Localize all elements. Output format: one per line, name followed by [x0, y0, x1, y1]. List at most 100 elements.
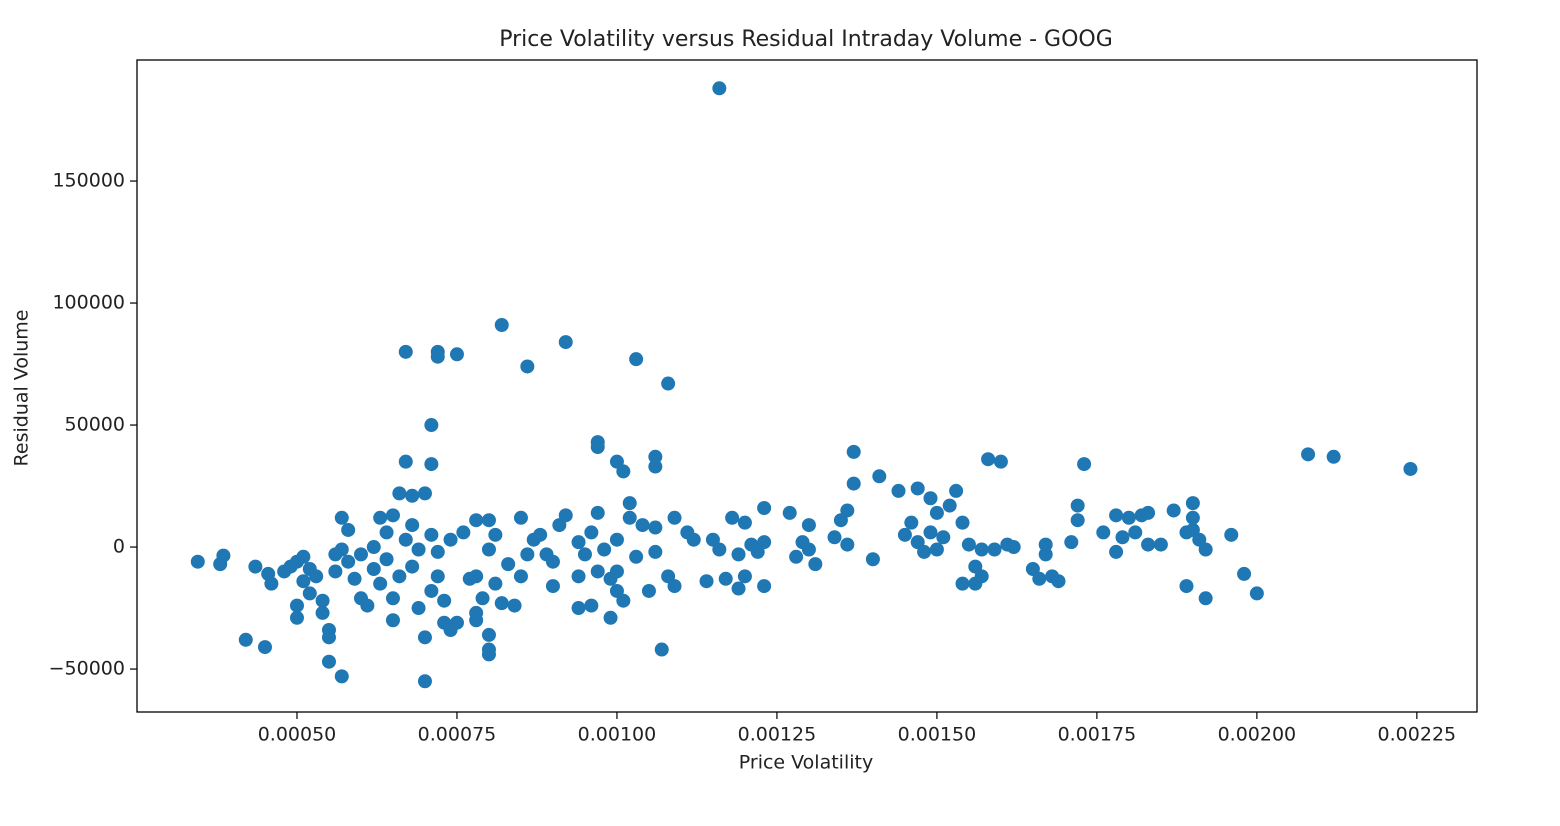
point: [1070, 513, 1085, 528]
point: [513, 510, 528, 525]
point: [597, 542, 612, 557]
point: [392, 486, 407, 501]
point: [347, 571, 362, 586]
point: [488, 576, 503, 591]
point: [309, 569, 324, 584]
point: [1185, 510, 1200, 525]
point: [520, 547, 535, 562]
point: [481, 642, 496, 657]
point: [341, 554, 356, 569]
axes-frame: [136, 59, 1478, 713]
point: [865, 552, 880, 567]
point: [648, 520, 663, 535]
point: [571, 601, 586, 616]
point: [757, 579, 772, 594]
point: [411, 542, 426, 557]
point: [590, 564, 605, 579]
point: [577, 547, 592, 562]
x-tick-label: 0.00200: [1218, 724, 1297, 746]
point: [897, 527, 912, 542]
point: [488, 527, 503, 542]
point: [609, 564, 624, 579]
point: [923, 491, 938, 506]
point: [571, 569, 586, 584]
point: [936, 530, 951, 545]
y-tick-label: 100000: [52, 292, 125, 314]
point: [974, 569, 989, 584]
point: [641, 583, 656, 598]
point: [430, 569, 445, 584]
point: [737, 569, 752, 584]
point: [1038, 537, 1053, 552]
point: [1109, 544, 1124, 559]
x-tick-label: 0.00175: [1058, 724, 1137, 746]
point: [846, 476, 861, 491]
point: [398, 344, 413, 359]
point: [1326, 449, 1341, 464]
point: [321, 630, 336, 645]
point: [929, 542, 944, 557]
point: [904, 515, 919, 530]
point: [1179, 579, 1194, 594]
point: [558, 335, 573, 350]
point: [584, 598, 599, 613]
point: [417, 630, 432, 645]
point: [801, 518, 816, 533]
x-tick-label: 0.00150: [898, 724, 977, 746]
point: [379, 552, 394, 567]
point: [289, 598, 304, 613]
point: [520, 359, 535, 374]
y-tick-label: 50000: [65, 414, 125, 436]
chart-title: Price Volatility versus Residual Intrada…: [499, 27, 1113, 52]
point: [1121, 510, 1136, 525]
point: [1038, 547, 1053, 562]
point: [366, 562, 381, 577]
point: [405, 488, 420, 503]
point: [731, 547, 746, 562]
x-tick-label: 0.00225: [1378, 724, 1457, 746]
point: [616, 593, 631, 608]
point: [590, 505, 605, 520]
point: [987, 542, 1002, 557]
point: [379, 525, 394, 540]
point: [373, 510, 388, 525]
point: [648, 544, 663, 559]
point: [1115, 530, 1130, 545]
point: [654, 642, 669, 657]
point: [712, 81, 727, 96]
point: [981, 452, 996, 467]
point: [437, 593, 452, 608]
point: [385, 613, 400, 628]
point: [443, 532, 458, 547]
point: [289, 610, 304, 625]
point: [974, 542, 989, 557]
point: [321, 654, 336, 669]
point: [757, 501, 772, 516]
point: [686, 532, 701, 547]
point: [955, 576, 970, 591]
point: [629, 352, 644, 367]
point: [1006, 540, 1021, 555]
point: [411, 601, 426, 616]
point: [341, 522, 356, 537]
point: [949, 483, 964, 498]
point: [1185, 496, 1200, 511]
point: [667, 510, 682, 525]
point: [405, 559, 420, 574]
point: [190, 554, 205, 569]
y-tick-label: −50000: [49, 658, 125, 680]
point: [993, 454, 1008, 469]
point: [667, 579, 682, 594]
plot-area: [190, 81, 1418, 689]
point: [430, 349, 445, 364]
point: [840, 503, 855, 518]
point: [731, 581, 746, 596]
point: [1096, 525, 1111, 540]
point: [635, 518, 650, 533]
point: [840, 537, 855, 552]
point: [257, 640, 272, 655]
point: [334, 510, 349, 525]
point: [449, 347, 464, 362]
